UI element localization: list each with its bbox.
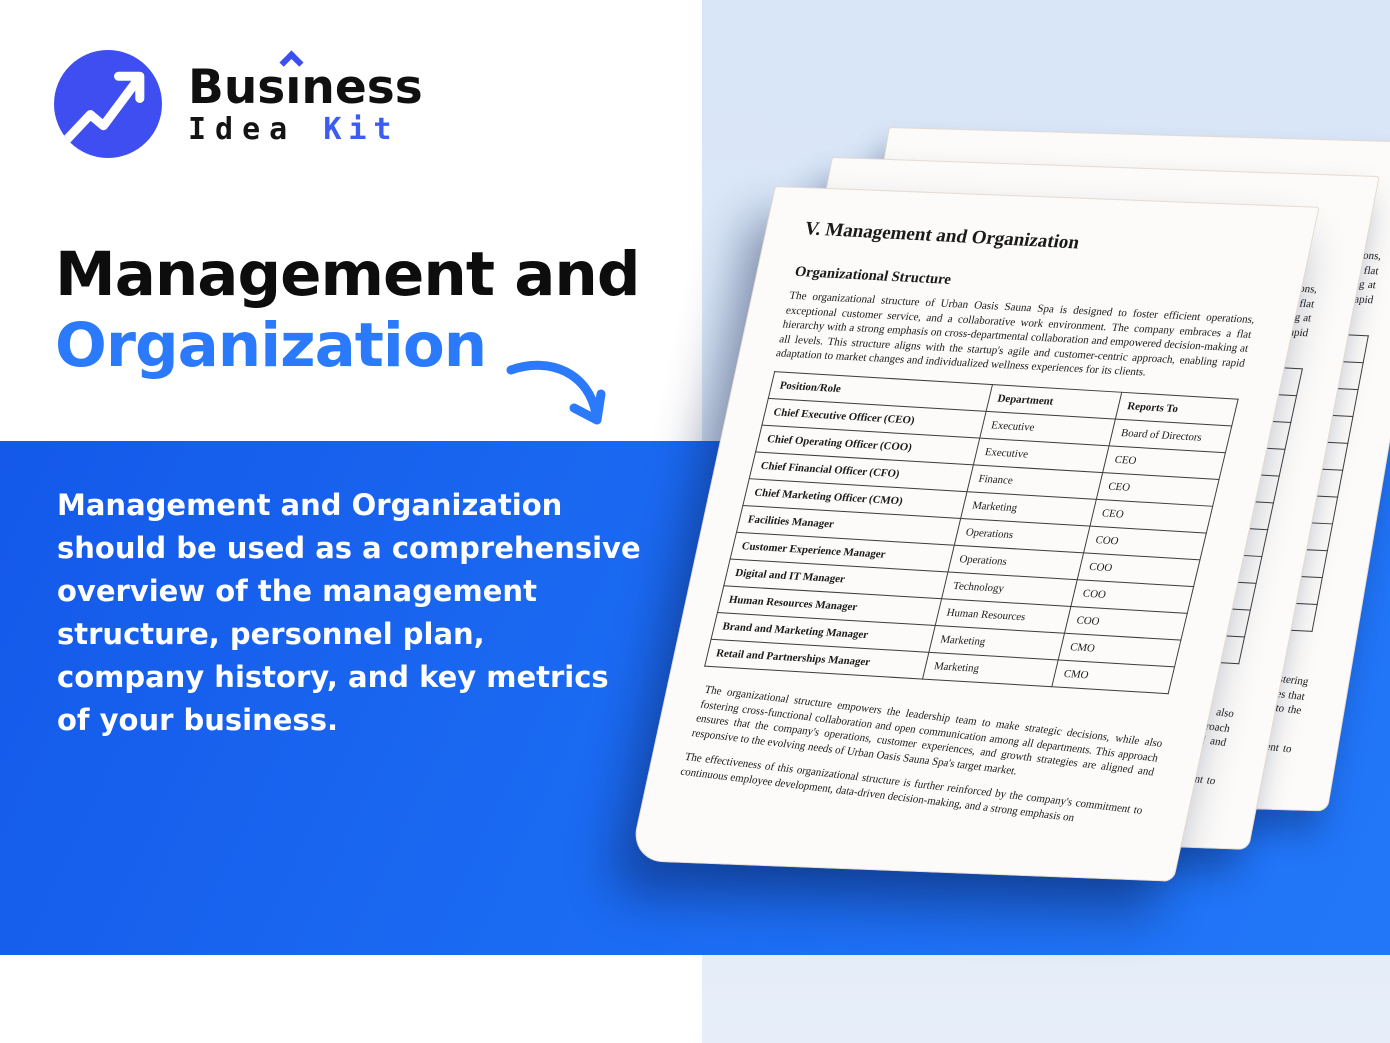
trending-up-icon	[54, 50, 162, 158]
document-title: V. Management and Organization	[802, 218, 1082, 254]
brand-name-part: ness	[301, 59, 423, 115]
document-intro: The organizational structure of Urban Oa…	[774, 289, 1257, 379]
brand-name-part: Bus	[188, 59, 286, 115]
org-structure-table: Position/Role Department Reports To Chie…	[704, 371, 1239, 694]
document-tail: The organizational structure empowers th…	[679, 682, 1165, 832]
document-head: V. Management and Organization Organizat…	[775, 218, 1273, 385]
brand-subname-kit: Kit	[323, 111, 399, 147]
curved-arrow-icon	[506, 360, 606, 425]
brand-subname-idea: Idea	[188, 111, 297, 147]
page-title-line1: Management and	[55, 239, 641, 310]
org-table-wrap: Position/Role Department Reports To Chie…	[704, 371, 1239, 694]
description-line: should be used as a comprehensive	[57, 531, 641, 565]
brand-logo: Bus ıness Idea Kit	[54, 49, 423, 158]
description-line: of your business.	[57, 703, 338, 737]
brand-name: Bus ıness	[188, 49, 423, 111]
page-title: Management and Organization	[55, 239, 641, 382]
description-line: overview of the management	[57, 574, 537, 608]
description-line: structure, personnel plan,	[57, 617, 485, 651]
brand-subname: Idea Kit	[188, 111, 423, 147]
description-line: Management and Organization	[57, 488, 563, 522]
brand-name-i: ı	[279, 49, 304, 111]
description-line: company history, and key metrics	[57, 660, 609, 694]
brand-logo-text: Bus ıness Idea Kit	[188, 49, 423, 147]
description-text: Management and Organization should be us…	[57, 484, 641, 742]
page-title-line2: Organization	[55, 309, 487, 381]
